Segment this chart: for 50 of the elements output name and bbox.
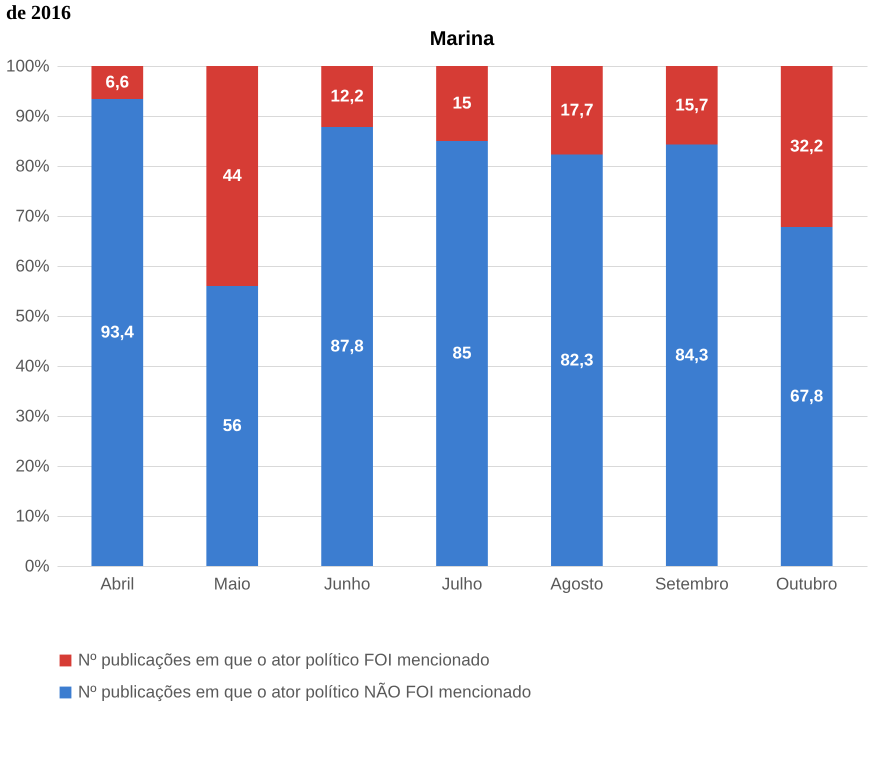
x-tick-label: Outubro [776, 574, 838, 594]
bar [780, 66, 833, 227]
y-tick-label: 90% [15, 106, 50, 126]
bar [321, 127, 373, 566]
data-label: 44 [222, 166, 242, 185]
data-label: 6,6 [106, 72, 130, 92]
data-label: 15 [452, 94, 472, 112]
data-label: 82,3 [560, 350, 594, 370]
data-label: 15,7 [675, 95, 708, 114]
x-tick-label: Julho [442, 574, 482, 594]
y-tick-label: 80% [15, 156, 50, 176]
x-tick-label: Junho [324, 574, 370, 594]
y-tick-label: 60% [15, 256, 50, 276]
x-tick-label: Abril [100, 574, 134, 594]
bar [436, 141, 488, 566]
y-tick-label: 70% [15, 206, 50, 226]
data-label: 84,3 [675, 345, 708, 364]
bar [780, 227, 833, 566]
bar [91, 66, 144, 99]
bar [206, 286, 258, 566]
y-tick-label: 50% [15, 306, 50, 326]
data-label: 85 [452, 344, 472, 362]
bar [551, 154, 603, 566]
y-tick-label: 100% [6, 56, 50, 76]
bar [206, 66, 258, 286]
data-label: 67,8 [790, 386, 824, 406]
data-label: 87,8 [330, 336, 364, 356]
bar [666, 66, 718, 144]
chart-title: Marina [430, 28, 496, 50]
x-tick-label: Agosto [550, 574, 604, 594]
bar [551, 66, 603, 154]
x-tick-label: Setembro [654, 574, 729, 594]
bar [321, 66, 373, 127]
bar [91, 99, 144, 566]
y-tick-label: 10% [15, 506, 50, 526]
bar [436, 66, 488, 141]
data-label: 32,2 [790, 136, 824, 156]
data-label: 93,4 [100, 322, 134, 342]
data-label: 17,7 [560, 100, 594, 120]
text: de 2016 [5, 1, 72, 24]
bar [666, 144, 718, 566]
y-tick-label: 0% [24, 556, 50, 576]
data-label: 12,2 [330, 86, 364, 106]
legend-label: Nº publicações em que o ator político FOI mencionado [78, 650, 490, 670]
y-tick-label: 40% [15, 356, 50, 376]
y-tick-label: 20% [15, 456, 50, 476]
y-tick-label: 30% [15, 406, 50, 426]
x-tick-label: Maio [214, 574, 251, 594]
data-label: 56 [222, 416, 242, 435]
legend-label: Nº publicações em que o ator político NÃO FOI mencionado [78, 682, 532, 702]
